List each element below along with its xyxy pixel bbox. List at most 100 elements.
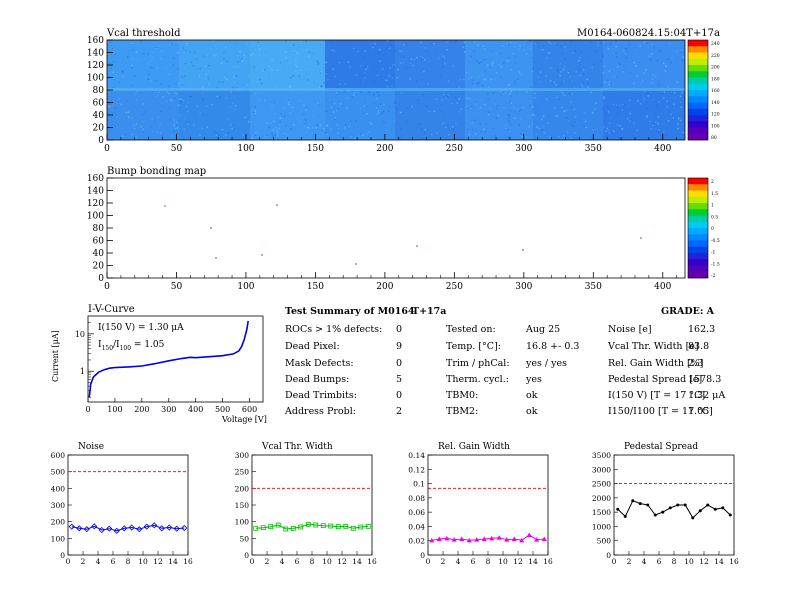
- palette-swatch: [688, 196, 708, 204]
- summary-label: Mask Defects:: [285, 358, 354, 369]
- palette-swatch: [688, 234, 708, 241]
- y-tick-label: 0: [98, 274, 104, 284]
- data-point: [136, 526, 143, 533]
- summary-value: ok: [526, 406, 538, 417]
- palette-swatch: [688, 271, 708, 279]
- iv-curve-chart: 0 100 200 300 400 500 600 1 10 Current [μA] Volt…: [51, 315, 267, 424]
- palette-swatch: [688, 228, 708, 235]
- palette-swatch: [688, 265, 708, 273]
- y-tick-label: 0: [244, 551, 249, 560]
- data-point: [275, 522, 281, 528]
- y-tick-label: 160: [87, 174, 104, 184]
- y-tick-label: 1500: [592, 508, 611, 517]
- data-point: [474, 537, 480, 542]
- y-tick-label: 0: [98, 136, 104, 146]
- palette-swatch: [688, 221, 708, 229]
- y-tick-label: 80: [93, 224, 105, 234]
- data-point: [638, 502, 642, 506]
- data-point: [466, 537, 472, 543]
- summary-value: 0: [396, 324, 403, 335]
- summary-value: 0: [396, 358, 403, 369]
- summary-label: TBM2:: [446, 406, 479, 417]
- x-tick-label: 2: [627, 557, 632, 566]
- palette-swatch: [688, 115, 708, 122]
- x-tick-label: 12: [153, 557, 163, 566]
- y-tick-label: 0.12: [408, 465, 425, 474]
- x-tick-label: 6: [657, 557, 662, 566]
- palette-swatch: [688, 127, 708, 135]
- summary-label: Therm. cycl.:: [446, 374, 509, 385]
- x-tick-label: 100: [237, 282, 254, 292]
- bump-defect-points: [164, 204, 642, 265]
- x-tick-label: 14: [168, 557, 178, 566]
- data-point: [358, 524, 364, 530]
- palette-label: -1: [711, 250, 716, 256]
- y-tick-label: 50: [239, 534, 249, 543]
- summary-chart-title: Vcal Thr. Width: [261, 442, 333, 452]
- summary-chart-2: Rel. Gain Width 0 2 4 6 8 10 12 14 16 0 0.02 0.04 0.0…: [408, 442, 553, 566]
- x-tick-label: 14: [352, 557, 362, 566]
- data-point: [268, 524, 274, 530]
- bump-bonding-map: 0 50 100 150 200 250 300 350 4000204060801001201…: [87, 174, 720, 292]
- palette-swatch: [688, 246, 708, 254]
- x-tick-label: 10: [322, 557, 332, 566]
- summary-value: 162.3: [688, 324, 716, 335]
- x-tick-label: 200: [376, 144, 393, 154]
- series-line: [617, 500, 731, 519]
- x-tick-label: 0: [66, 557, 71, 566]
- palette-swatch: [688, 190, 708, 198]
- x-tick-label: 400: [654, 144, 671, 154]
- y-tick-label: 200: [51, 518, 66, 527]
- data-point: [676, 503, 680, 507]
- y-tick-label: 1000: [592, 522, 611, 531]
- y-tick-label: 500: [597, 537, 612, 546]
- summary-label: Tested on:: [446, 324, 496, 335]
- x-tick-label: 350: [585, 282, 602, 292]
- iv-x-tick-label: 100: [107, 405, 122, 414]
- x-tick-label: 50: [171, 282, 183, 292]
- y-tick-label: 20: [93, 124, 105, 134]
- y-tick-label: 150: [235, 501, 250, 510]
- summary-value: 2: [396, 406, 403, 417]
- y-tick-label: 0: [420, 551, 425, 560]
- data-point: [128, 524, 135, 531]
- summary-value: 1.32 μA: [688, 390, 726, 401]
- data-point: [511, 536, 517, 541]
- vcal-pixel-noise: [107, 40, 685, 140]
- data-point: [429, 537, 435, 543]
- palette-swatch: [688, 133, 708, 141]
- palette-swatch: [688, 253, 708, 260]
- palette-swatch: [688, 58, 708, 66]
- palette-swatch: [688, 209, 708, 216]
- x-tick-label: 10: [498, 557, 508, 566]
- x-tick-label: 6: [111, 557, 116, 566]
- x-tick-label: 10: [684, 557, 694, 566]
- summary-chart-1: Vcal Thr. Width 0 2 4 6 8 10 12 14 16 0 50 100 150 200…: [235, 442, 377, 566]
- summary-value: 9: [396, 341, 403, 352]
- y-tick-label: 0.06: [408, 508, 425, 517]
- y-tick-label: 2500: [592, 480, 611, 489]
- vcal-color-palette: 240 220 200 180 160 140 120 100 80: [687, 39, 720, 141]
- y-tick-label: 0.08: [408, 494, 425, 503]
- x-tick-label: 4: [642, 557, 647, 566]
- palette-swatch: [688, 46, 708, 53]
- data-point: [451, 537, 457, 542]
- palette-label: 160: [711, 88, 720, 94]
- data-point: [365, 523, 371, 529]
- y-tick-label: 0: [60, 551, 65, 560]
- y-tick-label: 0.02: [408, 537, 425, 546]
- data-point: [653, 513, 657, 517]
- data-point: [143, 523, 150, 530]
- data-point: [706, 503, 710, 507]
- palette-swatch: [688, 121, 708, 128]
- iv-y-tick-label: 1: [80, 367, 85, 376]
- module-id-label: M0164-060824.15:04T+17a: [577, 28, 720, 39]
- data-point: [459, 536, 465, 541]
- data-point: [691, 516, 695, 520]
- data-point: [623, 514, 627, 518]
- summary-test-id: T+17a: [412, 306, 447, 317]
- summary-value: 2.3: [688, 358, 704, 369]
- x-tick-label: 8: [126, 557, 131, 566]
- data-point: [728, 513, 732, 517]
- data-point: [489, 535, 495, 541]
